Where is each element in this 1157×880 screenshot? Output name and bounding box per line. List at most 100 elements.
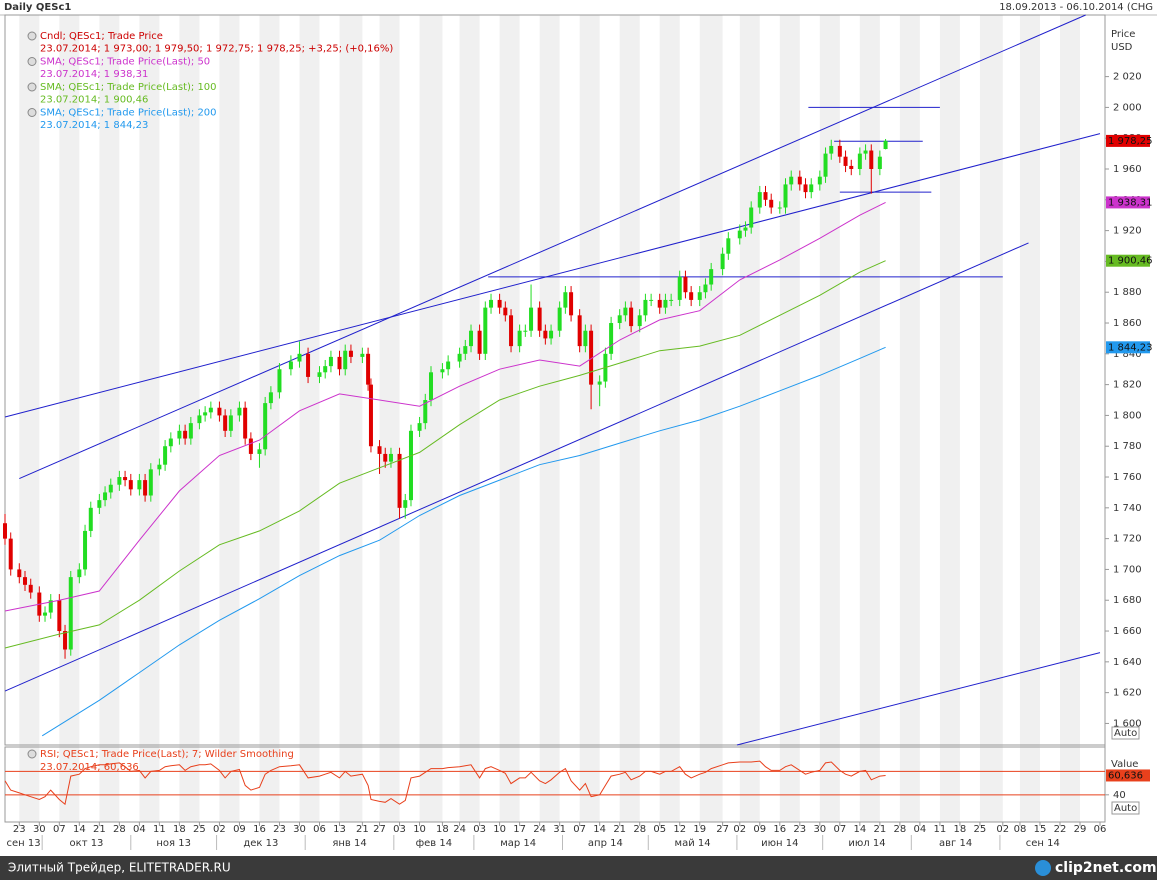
candle-body <box>629 307 634 327</box>
x-tick-label: 21 <box>356 824 369 835</box>
month-label: авг 14 <box>939 838 972 849</box>
auto-button-label[interactable]: Auto <box>1114 728 1137 739</box>
sma-line <box>41 346 886 737</box>
auto-button[interactable] <box>1111 726 1140 740</box>
x-tick-label: 14 <box>593 824 606 835</box>
candle-body <box>743 227 748 231</box>
candle-body <box>769 199 774 208</box>
candle-body <box>343 350 348 370</box>
x-tick-label: 12 <box>673 824 686 835</box>
candle-body <box>623 307 628 316</box>
candle-body <box>223 415 228 431</box>
candle-body <box>643 299 648 316</box>
candle-body <box>649 299 654 301</box>
candle-body <box>497 299 502 308</box>
x-tick-label: 21 <box>93 824 106 835</box>
week-band <box>139 15 160 822</box>
candle-body <box>583 330 588 347</box>
candle-body <box>849 165 854 170</box>
candle-body <box>183 430 188 439</box>
candle-body <box>617 315 622 324</box>
rsi-badge-bg <box>1106 769 1150 782</box>
week-band <box>539 15 560 822</box>
candle-body <box>388 453 393 462</box>
x-tick-label: 25 <box>193 824 206 835</box>
legend-detail: 23.07.2014; 1 973,00; 1 979,50; 1 972,75… <box>40 44 393 55</box>
auto-button[interactable] <box>1111 801 1140 815</box>
month-label: окт 13 <box>70 838 104 849</box>
candle-body <box>737 230 742 239</box>
candle-body <box>783 184 788 208</box>
trend-line <box>19 14 1086 480</box>
last-price-badge: 1 978,25 <box>1108 136 1153 147</box>
candle-body <box>669 299 674 301</box>
rsi-legend-name: RSI; QESc1; Trade Price(Last); 7; Wilder… <box>40 749 294 760</box>
legend-icon <box>27 31 37 41</box>
x-tick-label: 06 <box>313 824 326 835</box>
week-band <box>99 15 120 822</box>
candle-body <box>366 353 371 385</box>
legend-icon <box>27 749 37 759</box>
candle-body <box>377 446 382 454</box>
candle-body <box>457 353 462 362</box>
sma-badge-bg <box>1106 254 1150 267</box>
candle-body <box>217 407 222 416</box>
candle-body <box>383 453 388 462</box>
week-band <box>819 15 840 822</box>
candle-body <box>563 292 568 308</box>
legend-name: SMA; QESc1; Trade Price(Last); 200 <box>40 108 217 119</box>
candle-body <box>883 140 888 149</box>
x-tick-label: 25 <box>974 824 987 835</box>
x-tick-label: 14 <box>73 824 86 835</box>
legend-icon <box>27 108 37 117</box>
candle-body <box>569 292 574 316</box>
candle-body <box>268 392 273 404</box>
candle-body <box>777 207 782 209</box>
candle-body <box>557 307 562 331</box>
legend-detail: 23.07.2014; 1 900,46 <box>40 95 148 106</box>
month-label: сен 13 <box>7 838 41 849</box>
candle-body <box>243 407 248 439</box>
candle-body <box>726 238 731 254</box>
month-label: янв 14 <box>332 838 366 849</box>
candle-body <box>43 612 48 616</box>
auto-button-label[interactable]: Auto <box>1114 803 1137 814</box>
sma-badge-bg <box>1106 196 1150 209</box>
candle-body <box>720 253 725 270</box>
month-label: июн 14 <box>761 838 798 849</box>
month-label: ноя 13 <box>156 838 191 849</box>
candle-body <box>8 538 13 570</box>
candle-body <box>123 477 128 481</box>
chart-title: Daily QESc1 <box>4 2 71 13</box>
candle-body <box>440 369 445 373</box>
x-tick-label: 27 <box>716 824 729 835</box>
candle-body <box>428 372 433 401</box>
candle-body <box>277 369 282 393</box>
x-tick-label: 11 <box>153 824 166 835</box>
candle-body <box>360 353 365 357</box>
month-label: апр 14 <box>588 838 623 849</box>
y-tick-label: 1 780 <box>1113 441 1142 452</box>
candle-body <box>248 438 253 454</box>
week-band <box>699 15 723 822</box>
week-band <box>499 15 520 822</box>
candle-body <box>3 523 7 539</box>
legend-icon <box>27 82 37 92</box>
candle-body <box>683 276 688 293</box>
rsi-line <box>4 760 886 806</box>
x-tick-label: 16 <box>253 824 266 835</box>
week-band <box>59 15 80 822</box>
candle-body <box>446 361 451 370</box>
candle-body <box>709 269 714 285</box>
legend-detail: 23.07.2014; 1 938,31 <box>40 69 148 80</box>
candle-body <box>337 356 342 370</box>
y-tick-label: 2 020 <box>1113 72 1142 83</box>
y-axis-unit: USD <box>1111 42 1133 53</box>
candle-body <box>843 156 848 166</box>
candle-body <box>597 381 602 385</box>
x-tick-label: 22 <box>1054 824 1067 835</box>
week-band <box>379 15 400 822</box>
week-band <box>579 15 600 822</box>
sma-badge-bg <box>1106 341 1150 354</box>
week-band <box>899 15 920 822</box>
